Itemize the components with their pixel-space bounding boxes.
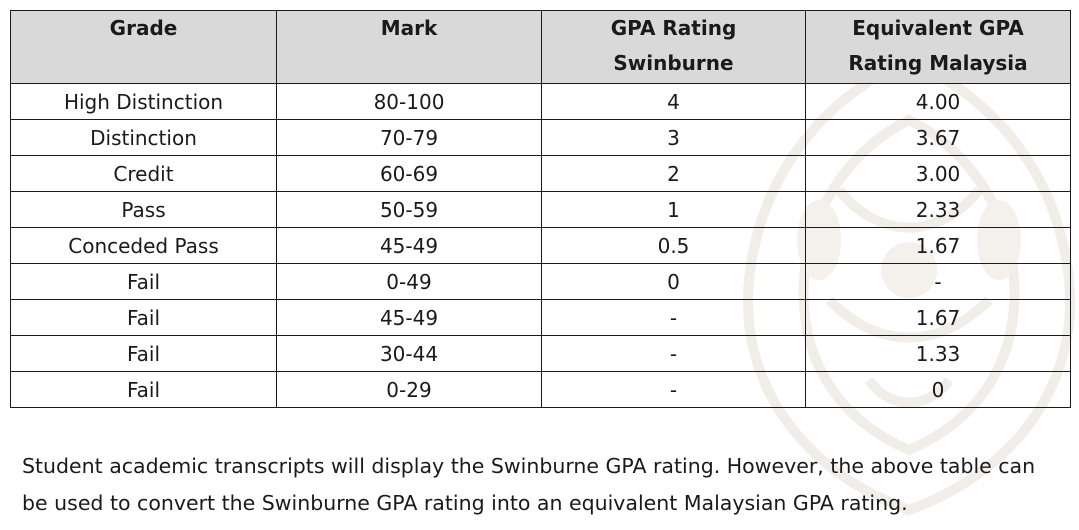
cell-grade: Fail (10, 299, 277, 336)
cell-grade: Credit (10, 155, 277, 192)
cell-gpa-malaysia: - (805, 263, 1071, 300)
cell-grade: Distinction (10, 119, 277, 156)
cell-mark: 70-79 (276, 119, 542, 156)
cell-mark: 80-100 (276, 83, 542, 120)
cell-mark: 0-49 (276, 263, 542, 300)
cell-mark: 45-49 (276, 299, 542, 336)
cell-grade: High Distinction (10, 83, 277, 120)
table-row: Fail 0-49 0 - (10, 263, 1071, 300)
cell-mark: 45-49 (276, 227, 542, 264)
column-header-grade: Grade (10, 10, 277, 84)
cell-gpa-swinburne: - (541, 371, 806, 408)
column-header-gpa-swinburne: GPA Rating Swinburne (541, 10, 806, 84)
table-row: Pass 50-59 1 2.33 (10, 191, 1071, 228)
cell-gpa-swinburne: 1 (541, 191, 806, 228)
column-header-gpa-malaysia: Equivalent GPA Rating Malaysia (805, 10, 1071, 84)
cell-gpa-swinburne: 4 (541, 83, 806, 120)
cell-gpa-malaysia: 1.33 (805, 335, 1071, 372)
cell-grade: Conceded Pass (10, 227, 277, 264)
cell-grade: Fail (10, 335, 277, 372)
table-row: Conceded Pass 45-49 0.5 1.67 (10, 227, 1071, 264)
cell-gpa-swinburne: 2 (541, 155, 806, 192)
cell-gpa-swinburne: 3 (541, 119, 806, 156)
cell-gpa-malaysia: 3.00 (805, 155, 1071, 192)
table-row: Credit 60-69 2 3.00 (10, 155, 1071, 192)
cell-gpa-swinburne: - (541, 335, 806, 372)
cell-gpa-malaysia: 3.67 (805, 119, 1071, 156)
cell-gpa-malaysia: 0 (805, 371, 1071, 408)
cell-grade: Fail (10, 263, 277, 300)
table-row: High Distinction 80-100 4 4.00 (10, 83, 1071, 120)
cell-grade: Pass (10, 191, 277, 228)
cell-mark: 30-44 (276, 335, 542, 372)
table-header-row: Grade Mark GPA Rating Swinburne Equivale… (10, 10, 1071, 84)
cell-gpa-malaysia: 4.00 (805, 83, 1071, 120)
gpa-conversion-table: Grade Mark GPA Rating Swinburne Equivale… (10, 10, 1071, 408)
explanatory-note: Student academic transcripts will displa… (22, 454, 1036, 515)
table-row: Fail 45-49 - 1.67 (10, 299, 1071, 336)
table-row: Fail 0-29 - 0 (10, 371, 1071, 408)
cell-mark: 0-29 (276, 371, 542, 408)
column-header-mark: Mark (276, 10, 542, 84)
cell-gpa-malaysia: 1.67 (805, 299, 1071, 336)
table-row: Distinction 70-79 3 3.67 (10, 119, 1071, 156)
cell-gpa-malaysia: 1.67 (805, 227, 1071, 264)
cell-gpa-swinburne: 0.5 (541, 227, 806, 264)
cell-mark: 60-69 (276, 155, 542, 192)
cell-mark: 50-59 (276, 191, 542, 228)
cell-gpa-swinburne: - (541, 299, 806, 336)
cell-gpa-swinburne: 0 (541, 263, 806, 300)
cell-grade: Fail (10, 371, 277, 408)
cell-gpa-malaysia: 2.33 (805, 191, 1071, 228)
table-row: Fail 30-44 - 1.33 (10, 335, 1071, 372)
